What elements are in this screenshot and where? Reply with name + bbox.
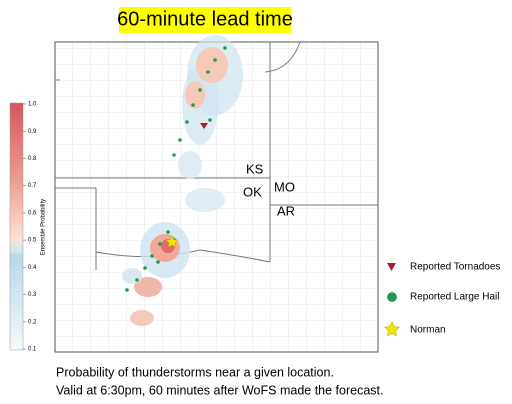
tornado-report: [200, 123, 208, 129]
map: KS OK MO AR: [54, 35, 379, 353]
colorbar-tick-label: 0.5: [28, 238, 37, 244]
colorbar-tick-label: 0.8: [28, 156, 37, 162]
legend-label: Reported Large Hail: [410, 292, 500, 303]
legend-norman-symbol: [384, 321, 400, 337]
legend-label: Reported Tornadoes: [410, 262, 500, 273]
state-label: AR: [277, 203, 295, 218]
colorbar-tick-label: 0.3: [28, 292, 37, 298]
colorbar-tick-label: 0.9: [28, 129, 37, 135]
legend: Reported Tornadoes Reported Large Hail N…: [384, 262, 500, 337]
colorbar-tick-label: 0.6: [28, 210, 37, 216]
legend-tornado-symbol: [387, 263, 396, 271]
title-highlight: [119, 7, 291, 33]
probability-swaths: [122, 35, 243, 326]
colorbar-tick-label: 0.4: [28, 265, 37, 271]
title: 60-minute lead time: [117, 8, 293, 30]
colorbar-tick-label: 0.1: [28, 347, 37, 353]
state-label: KS: [246, 161, 264, 176]
colorbar: 1.0 0.9 0.8 0.7 0.6 0.5 0.4 0.3 0.2 0.1 Ensemble …: [9, 102, 47, 353]
state-label: MO: [274, 179, 295, 194]
colorbar-tick-label: 1.0: [28, 102, 37, 108]
legend-label: Norman: [410, 325, 446, 336]
caption-line: Valid at 6:30pm, 60 minutes after WoFS m…: [56, 383, 383, 397]
colorbar-tick-label: 0.7: [28, 183, 37, 189]
colorbar-scale: [9, 102, 24, 351]
colorbar-tick-label: 0.2: [28, 319, 37, 325]
colorbar-label: Ensemble Probability: [41, 199, 47, 255]
state-label: OK: [243, 184, 262, 199]
legend-hail-symbol: [387, 292, 397, 302]
state-borders: [55, 41, 378, 270]
norman-marker: [165, 235, 179, 248]
caption-line: Probability of thunderstorms near a give…: [56, 365, 334, 379]
